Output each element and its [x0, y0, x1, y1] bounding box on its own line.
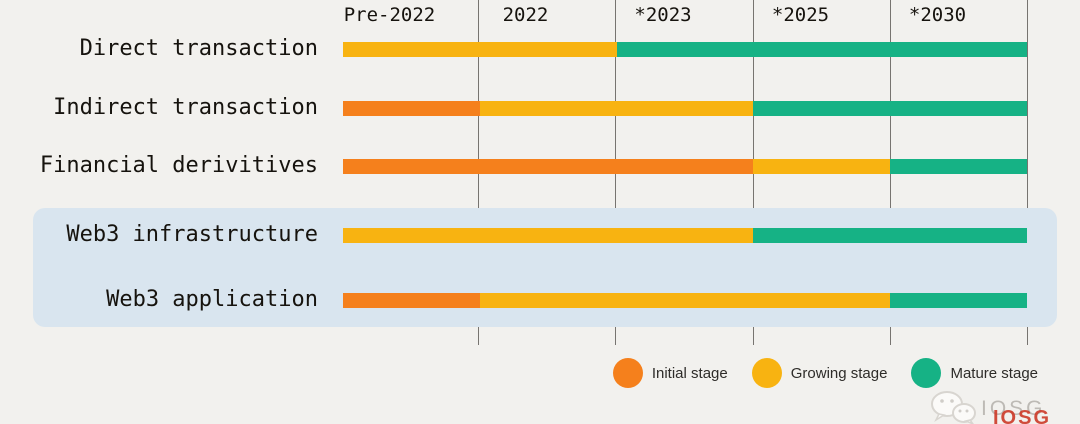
stage-segment-initial [616, 159, 754, 174]
watermark-red-stamp: IOSG [993, 407, 1052, 424]
stage-bar [343, 293, 1027, 308]
stage-segment-initial [479, 159, 617, 174]
stage-segment-mature [890, 293, 1027, 308]
stage-bar [343, 101, 1027, 116]
stage-bar [343, 159, 1027, 174]
stage-segment-mature [890, 228, 1027, 243]
stage-segment-mature [616, 42, 754, 57]
gridline [1027, 0, 1028, 345]
stage-segment-mature [890, 42, 1027, 57]
legend-item-growing: Growing stage [751, 358, 888, 388]
row-label: Web3 application [106, 287, 318, 312]
stage-segment-growing [616, 101, 754, 116]
stage-bar [343, 42, 1027, 57]
legend: Initial stage Growing stage Mature stage [612, 355, 1038, 391]
row-label: Web3 infrastructure [66, 222, 318, 247]
stage-bar [343, 228, 1027, 243]
stage-segment-initial [343, 159, 480, 174]
stage-segment-initial [343, 293, 480, 308]
stage-segment-mature [890, 159, 1027, 174]
period-header: *2023 [634, 4, 692, 26]
period-header: *2025 [771, 4, 830, 26]
period-header: 2022 [502, 4, 549, 26]
stage-segment-initial [343, 101, 480, 116]
stage-segment-mature [753, 228, 891, 243]
stage-segment-growing [479, 101, 617, 116]
row-label: Financial derivitives [39, 153, 318, 178]
growing-stage-dot-icon [751, 358, 782, 388]
stage-segment-growing [343, 42, 480, 57]
stage-segment-growing [343, 228, 480, 243]
stage-segment-growing [479, 228, 617, 243]
stage-segment-growing [479, 293, 617, 308]
stage-segment-mature [753, 101, 891, 116]
legend-item-mature: Mature stage [911, 358, 1038, 388]
legend-label: Mature stage [950, 364, 1038, 382]
stage-segment-growing [753, 293, 891, 308]
stage-segment-growing [616, 293, 754, 308]
legend-label: Growing stage [790, 364, 888, 382]
row-label: Indirect transaction [53, 95, 318, 120]
stage-segment-growing [616, 228, 754, 243]
stage-segment-growing [753, 159, 891, 174]
initial-stage-dot-icon [612, 358, 643, 388]
watermark-brand: IOSG [981, 397, 1046, 420]
period-header: Pre-2022 [343, 4, 436, 26]
row-label: Direct transaction [79, 36, 318, 61]
legend-label: Initial stage [651, 364, 728, 382]
stage-segment-mature [890, 101, 1027, 116]
wechat-icon [931, 391, 976, 424]
mature-stage-dot-icon [911, 358, 942, 388]
period-header: *2030 [908, 4, 967, 26]
legend-item-initial: Initial stage [612, 358, 728, 388]
stage-segment-mature [753, 42, 891, 57]
stage-segment-growing [479, 42, 617, 57]
